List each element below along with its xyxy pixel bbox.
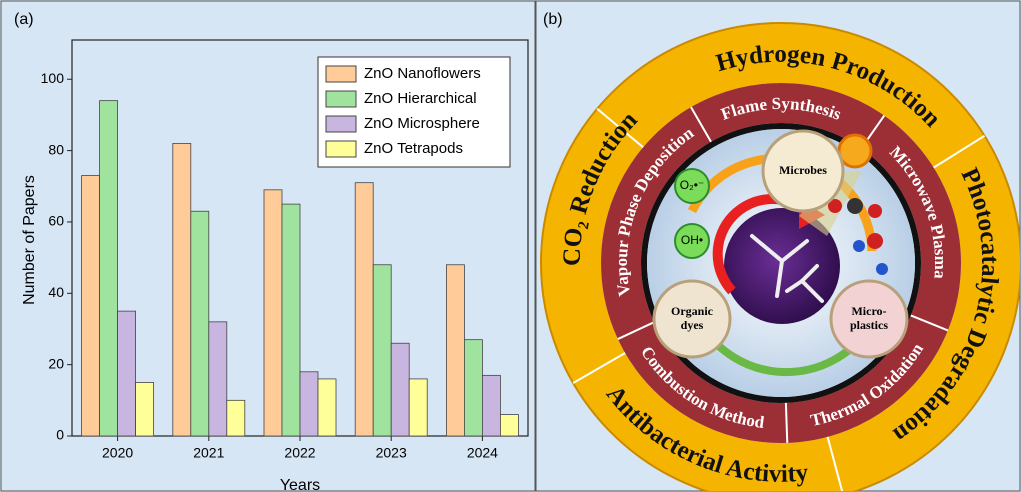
node-circle xyxy=(652,279,732,359)
node-circle xyxy=(829,279,909,359)
chart: 0 20 40 60 80 100 2020 2021 2022 2023 2024 ZnO Nano… xyxy=(41,56,519,461)
legend-label: ZnO Hierarchical xyxy=(364,90,477,107)
x-tick-label: 2023 xyxy=(376,445,407,461)
ring-divider xyxy=(784,402,789,443)
x-tick-label: 2020 xyxy=(102,445,133,461)
node-label: Organic xyxy=(671,304,714,318)
x-tick-label: 2021 xyxy=(193,445,224,461)
y-tick-label: 0 xyxy=(56,427,64,443)
node-circle xyxy=(761,129,845,213)
ring-divider xyxy=(933,134,986,169)
bar xyxy=(281,203,301,437)
node-label: Micro- xyxy=(851,304,886,318)
legend-label: ZnO Nanoflowers xyxy=(364,65,481,82)
outer-ring xyxy=(541,23,1020,491)
panel-label: (a) xyxy=(14,11,34,28)
species-circle xyxy=(674,168,710,204)
molecule xyxy=(853,240,865,252)
molecule xyxy=(828,199,842,213)
bar xyxy=(208,321,228,437)
bar xyxy=(354,182,374,437)
x-tick-label: 2024 xyxy=(467,445,498,461)
legend-swatch xyxy=(325,65,357,83)
bar xyxy=(372,264,392,437)
ring-divider xyxy=(690,106,712,143)
species-circle xyxy=(674,223,710,259)
molecule xyxy=(868,204,882,218)
ring-divider xyxy=(572,352,626,384)
ring-border xyxy=(641,123,921,403)
bar xyxy=(263,189,283,437)
inner-ring xyxy=(601,83,961,443)
species-label: OH• xyxy=(681,233,703,247)
x-axis-label: Years xyxy=(280,477,320,492)
bar xyxy=(390,342,410,437)
bar xyxy=(299,371,319,437)
tetrapods xyxy=(750,234,824,303)
panel-border xyxy=(0,0,536,492)
legend-swatch xyxy=(325,115,357,133)
legend-swatch xyxy=(325,140,357,158)
sun xyxy=(837,133,873,169)
ring-divider xyxy=(910,314,949,332)
legend-label: ZnO Microsphere xyxy=(364,115,480,132)
bar xyxy=(81,175,100,437)
ring-divider xyxy=(596,107,644,149)
molecule xyxy=(876,263,888,275)
node-label: dyes xyxy=(681,318,704,332)
x-tick-label: 2022 xyxy=(284,445,315,461)
y-tick-label: 60 xyxy=(48,213,64,229)
bar xyxy=(408,378,428,437)
bar xyxy=(226,399,246,437)
legend-label: ZnO Tetrapods xyxy=(364,140,463,157)
species-label: O₂•⁻ xyxy=(680,178,705,192)
bar xyxy=(499,414,519,437)
bar xyxy=(117,310,136,437)
legend-swatch xyxy=(325,90,357,108)
node-label: plastics xyxy=(850,318,888,332)
molecule xyxy=(847,198,863,214)
bar xyxy=(445,264,465,437)
y-tick-label: 100 xyxy=(41,70,65,86)
bar xyxy=(463,339,483,437)
y-tick-label: 80 xyxy=(48,141,64,157)
bar xyxy=(172,143,192,437)
panel-label: (b) xyxy=(543,11,563,28)
y-tick-label: 40 xyxy=(48,284,64,300)
ring-edge xyxy=(540,22,1020,491)
node-label: Microbes xyxy=(779,163,827,177)
y-axis-label: Number of Papers xyxy=(21,175,38,305)
bar xyxy=(481,374,501,437)
bar xyxy=(190,210,210,437)
bar xyxy=(135,382,155,437)
bar xyxy=(317,378,337,437)
y-tick-label: 20 xyxy=(48,355,64,371)
molecule xyxy=(867,233,883,249)
ring-divider xyxy=(617,321,655,340)
ring-divider xyxy=(826,436,844,491)
bar xyxy=(99,100,118,437)
